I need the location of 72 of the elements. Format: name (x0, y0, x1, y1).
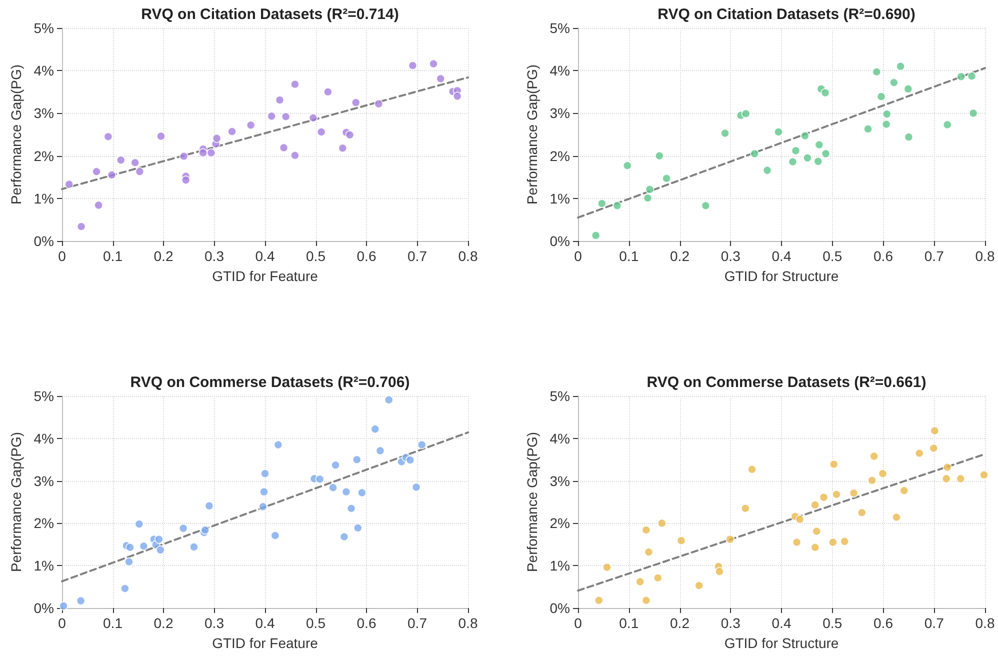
x-tick-label: 0.3 (204, 615, 224, 631)
y-tick-label: 0% (34, 233, 54, 249)
x-tick-label: 0.3 (720, 248, 741, 264)
x-tick-label: 0 (58, 248, 66, 264)
y-axis-title: Performance Gap(PG) (524, 432, 540, 572)
y-tick-label: 1% (550, 558, 570, 574)
y-tick-label: 2% (550, 515, 570, 532)
y-tick-label: 3% (550, 472, 570, 489)
y-tick-label: 1% (34, 190, 54, 206)
x-axis-title: GTID for Feature (212, 635, 318, 651)
y-axis-title: Performance Gap(PG) (8, 432, 24, 572)
x-tick-label: 0.5 (822, 615, 842, 631)
chart-title: RVQ on Commerse Datasets (R²=0.706) (130, 374, 410, 391)
x-tick-label: 0.4 (772, 248, 792, 264)
x-tick-label: 0.4 (772, 615, 792, 631)
y-tick-label: 1% (34, 558, 54, 574)
chart-title: RVQ on Commerse Datasets (R²=0.661) (646, 374, 926, 391)
x-tick-label: 0 (574, 248, 582, 264)
x-tick-label: 0.1 (103, 248, 123, 264)
x-tick-label: 0.7 (408, 615, 428, 631)
x-tick-label: 0.5 (822, 248, 842, 264)
x-tick-label: 0.7 (924, 615, 944, 631)
x-tick-label: 0.7 (408, 248, 428, 264)
y-tick-label: 5% (34, 388, 54, 404)
x-tick-label: 0.8 (975, 615, 995, 631)
y-tick-label: 4% (34, 62, 54, 79)
x-tick-label: 0.6 (874, 615, 894, 631)
x-tick-label: 0.4 (255, 615, 275, 631)
x-tick-label: 0.3 (204, 248, 224, 264)
x-tick-label: 0.6 (356, 248, 376, 264)
x-tick-label: 0.6 (874, 248, 894, 264)
y-tick-label: 3% (34, 472, 54, 489)
chart-title: RVQ on Citation Datasets (R²=0.690) (658, 6, 916, 23)
y-tick-label: 5% (550, 20, 570, 36)
y-tick-label: 1% (550, 190, 570, 206)
x-tick-label: 0.2 (670, 615, 690, 631)
y-tick-label: 2% (34, 515, 54, 532)
x-tick-label: 0.2 (670, 248, 690, 264)
x-axis-title: GTID for Structure (724, 635, 839, 651)
x-axis-title: GTID for Feature (212, 268, 318, 284)
x-tick-label: 0.6 (356, 615, 376, 631)
chart-title: RVQ on Citation Datasets (R²=0.714) (141, 6, 399, 23)
y-tick-label: 4% (550, 62, 570, 79)
y-axis-title: Performance Gap(PG) (524, 64, 540, 205)
y-tick-label: 4% (550, 430, 570, 446)
x-tick-label: 0.8 (975, 248, 995, 264)
y-tick-label: 4% (34, 430, 54, 446)
x-tick-label: 0.1 (619, 615, 639, 631)
x-tick-label: 0.8 (458, 248, 478, 264)
x-tick-label: 0 (574, 615, 582, 631)
y-tick-label: 0% (550, 600, 570, 616)
x-tick-label: 0.1 (619, 248, 639, 264)
x-tick-label: 0.7 (924, 248, 944, 264)
y-axis-title: Performance Gap(PG) (8, 64, 24, 205)
x-tick-label: 0 (58, 615, 66, 631)
y-tick-label: 5% (34, 20, 54, 36)
x-tick-label: 0.2 (154, 248, 174, 264)
x-tick-label: 0.5 (306, 248, 326, 264)
y-tick-label: 3% (550, 105, 570, 122)
x-tick-label: 0.3 (720, 615, 741, 631)
y-tick-label: 2% (34, 148, 54, 164)
y-tick-label: 3% (34, 105, 54, 122)
y-tick-label: 0% (550, 233, 570, 249)
x-tick-label: 0.1 (103, 615, 123, 631)
x-axis-title: GTID for Structure (724, 268, 839, 284)
y-tick-label: 2% (550, 148, 570, 164)
x-tick-label: 0.8 (458, 615, 478, 631)
x-tick-label: 0.5 (306, 615, 326, 631)
x-tick-label: 0.4 (255, 248, 275, 264)
y-tick-label: 0% (34, 600, 54, 616)
y-tick-label: 5% (550, 388, 570, 404)
x-tick-label: 0.2 (154, 615, 174, 631)
